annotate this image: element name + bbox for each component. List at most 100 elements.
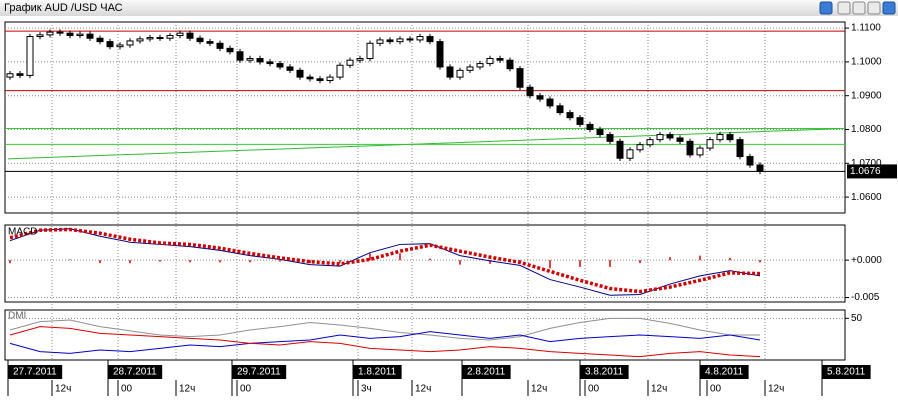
trend-line — [7, 127, 846, 160]
date-label-box — [462, 365, 511, 379]
date-label-box — [700, 365, 749, 379]
y-tick-label: 1.1100 — [851, 23, 881, 34]
candle-body — [126, 40, 134, 46]
candle-body — [376, 39, 384, 44]
candle-body — [546, 98, 554, 107]
candle-body — [426, 36, 434, 43]
candle-body — [236, 51, 244, 61]
candle-body — [256, 58, 264, 63]
candle-body — [226, 47, 234, 53]
candle-body — [326, 76, 334, 81]
x-minor-tick-label: 12ч — [768, 384, 784, 395]
last-price-label: 1.0676 — [850, 166, 881, 177]
candle-body — [636, 144, 644, 151]
candle-body — [166, 35, 174, 39]
y-tick-label: 1.0800 — [851, 124, 882, 135]
date-label-box — [353, 365, 402, 379]
x-minor-tick-label: 12ч — [415, 384, 431, 395]
candle-body — [756, 164, 764, 172]
date-label-box — [822, 365, 871, 379]
candle-body — [556, 105, 564, 114]
macd-pane — [4, 224, 846, 303]
candle-body — [116, 44, 124, 48]
candle-body — [306, 76, 314, 80]
y-tick-label: 50 — [851, 313, 863, 324]
y-tick-label: 1.0700 — [851, 158, 882, 169]
x-tick-label: 1.8.2011 — [358, 367, 397, 378]
labels: 1.1100 1.1000 1.0900 1.0800 1.0700 1.0600 +0.0… — [8, 23, 897, 395]
candle-body — [206, 41, 214, 44]
candle-body — [406, 38, 414, 41]
candle-body — [646, 139, 654, 146]
candle-body — [186, 32, 194, 39]
date-label-box — [8, 365, 63, 379]
candle-body — [246, 58, 254, 61]
candle-body — [6, 73, 14, 78]
indicator-line — [9, 317, 760, 341]
title-bar — [0, 0, 898, 16]
y-tick-label: 1.0600 — [851, 192, 882, 203]
last-price-box — [847, 164, 897, 179]
x-minor-tick-label: 00 — [710, 384, 722, 395]
candle-body — [356, 58, 364, 61]
x-minor-tick-label: 12ч — [651, 384, 667, 395]
indicator-line — [9, 326, 761, 358]
grid — [5, 22, 849, 396]
button-restore[interactable] — [852, 1, 866, 15]
candle-body — [526, 86, 534, 97]
candle-body — [476, 63, 484, 68]
candle-body — [736, 139, 744, 158]
candle-body — [606, 134, 614, 142]
x-tick-label: 2.8.2011 — [467, 367, 506, 378]
x-minor-tick-label: 00 — [121, 384, 133, 395]
candle-body — [456, 69, 464, 78]
x-tick-label: 3.8.2011 — [585, 367, 624, 378]
candle-body — [706, 139, 714, 149]
x-tick-label: 5.8.2011 — [827, 367, 866, 378]
window-title: График AUD /USD ЧАС — [4, 2, 123, 14]
candle-body — [686, 140, 694, 156]
date-label-box — [232, 365, 287, 379]
candle-body — [486, 58, 494, 65]
candle-body — [296, 69, 304, 78]
x-minor-tick-label: 12ч — [531, 384, 547, 395]
candle-body — [616, 140, 624, 159]
y-tick-label: 1.0900 — [851, 90, 882, 101]
candle-body — [626, 149, 634, 159]
candle-body — [316, 78, 324, 81]
x-minor-tick-label: 12ч — [179, 384, 195, 395]
x-tick-label: 4.8.2011 — [705, 367, 744, 378]
x-minor-tick-label: 3ч — [361, 384, 372, 395]
candle-body — [76, 33, 84, 37]
date-label-box — [108, 365, 163, 379]
candle-body — [506, 59, 514, 70]
candle-body — [96, 37, 104, 43]
candle-body — [436, 41, 444, 68]
candle-body — [176, 32, 184, 37]
marks — [5, 29, 846, 358]
candle-body — [656, 134, 664, 141]
button-maximize[interactable] — [867, 1, 881, 15]
candle-body — [86, 33, 94, 39]
candle-body — [716, 134, 724, 141]
price-pane — [4, 21, 846, 214]
candle-body — [26, 36, 34, 76]
indicator-line — [9, 227, 761, 294]
candle-body — [136, 38, 144, 42]
y-tick-label: -0.005 — [851, 292, 880, 303]
candle-body — [266, 61, 274, 65]
button-menu[interactable] — [819, 1, 833, 15]
candle-body — [416, 36, 424, 41]
macd-label: MACD — [8, 227, 37, 238]
candle-body — [196, 37, 204, 43]
candle-body — [496, 58, 504, 61]
candle-body — [536, 95, 544, 100]
candle-body — [36, 34, 44, 38]
button-close[interactable] — [882, 1, 896, 15]
candle-body — [596, 129, 604, 136]
button-minimize[interactable] — [837, 1, 851, 15]
dmi-label: DMI — [8, 311, 26, 322]
candle-body — [216, 42, 224, 49]
candle-body — [16, 73, 24, 76]
